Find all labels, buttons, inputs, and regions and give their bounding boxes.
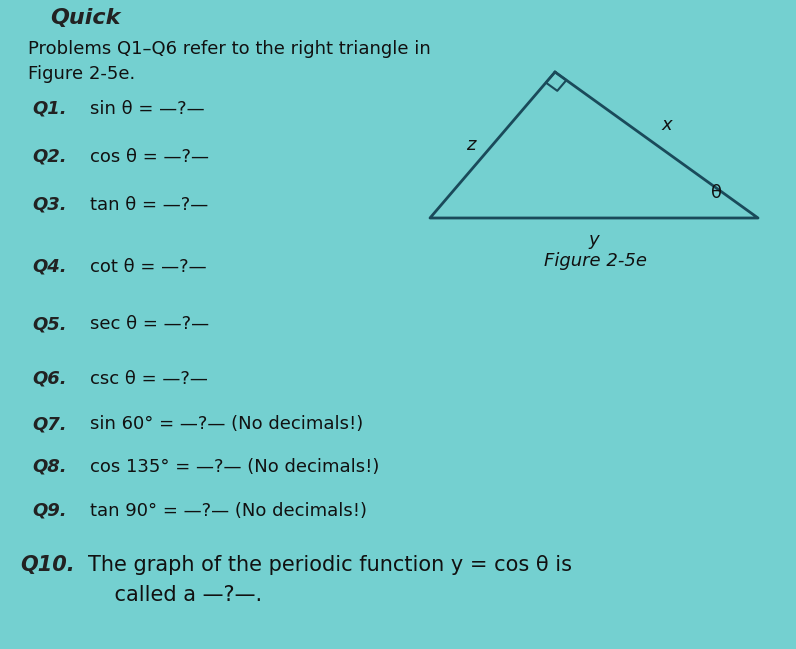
Text: Q7.: Q7. — [32, 415, 67, 433]
Text: Q8.: Q8. — [32, 458, 67, 476]
Text: Q9.: Q9. — [32, 502, 67, 520]
Text: sin 60° = —?— (No decimals!): sin 60° = —?— (No decimals!) — [90, 415, 363, 433]
Text: cos 135° = —?— (No decimals!): cos 135° = —?— (No decimals!) — [90, 458, 380, 476]
Text: Q1.: Q1. — [32, 100, 67, 118]
Text: Figure 2-5e: Figure 2-5e — [544, 252, 646, 270]
Text: cot θ = —?—: cot θ = —?— — [90, 258, 207, 276]
Text: θ: θ — [711, 184, 721, 202]
Text: Quick: Quick — [50, 8, 120, 28]
Text: sin θ = —?—: sin θ = —?— — [90, 100, 205, 118]
Text: Figure 2-5e.: Figure 2-5e. — [28, 65, 135, 83]
Text: cos θ = —?—: cos θ = —?— — [90, 148, 209, 166]
Text: Q4.: Q4. — [32, 258, 67, 276]
Text: y: y — [589, 231, 599, 249]
Text: csc θ = —?—: csc θ = —?— — [90, 370, 208, 388]
Text: tan θ = —?—: tan θ = —?— — [90, 196, 209, 214]
Text: z: z — [466, 136, 475, 154]
Text: Q10.: Q10. — [20, 555, 75, 575]
Text: Q3.: Q3. — [32, 196, 67, 214]
Text: called a —?—.: called a —?—. — [88, 585, 262, 605]
Text: x: x — [661, 116, 672, 134]
Text: The graph of the periodic function y = cos θ is: The graph of the periodic function y = c… — [88, 555, 572, 575]
Text: sec θ = —?—: sec θ = —?— — [90, 315, 209, 333]
Text: Q6.: Q6. — [32, 370, 67, 388]
Text: tan 90° = —?— (No decimals!): tan 90° = —?— (No decimals!) — [90, 502, 367, 520]
Text: Q5.: Q5. — [32, 315, 67, 333]
Text: Problems Q1–Q6 refer to the right triangle in: Problems Q1–Q6 refer to the right triang… — [28, 40, 431, 58]
Text: Q2.: Q2. — [32, 148, 67, 166]
